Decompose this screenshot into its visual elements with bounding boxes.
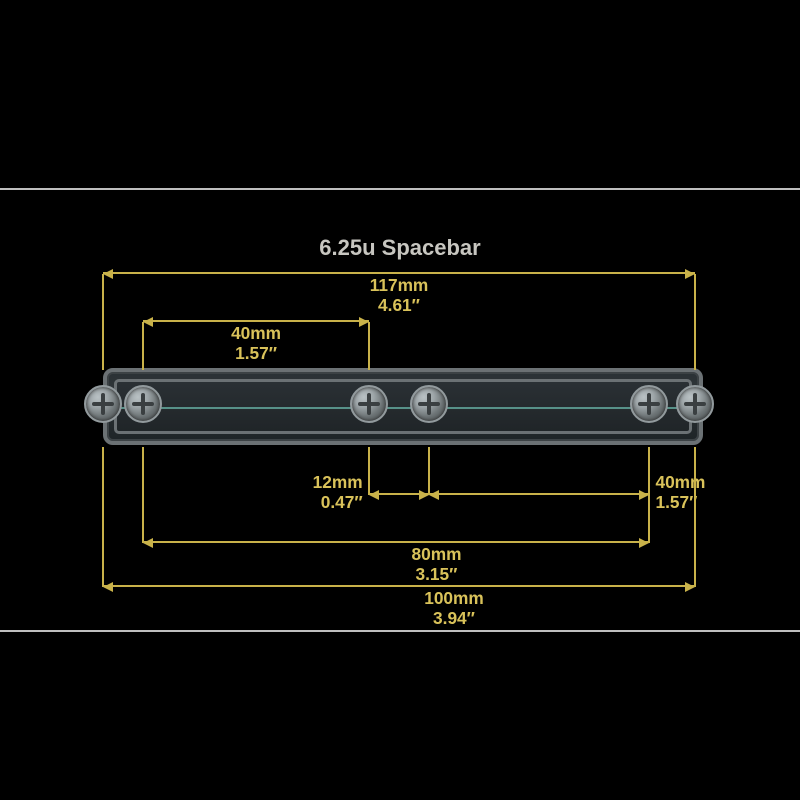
dimension-label-d40top: 40mm1.57″	[231, 324, 281, 364]
dimension-d40bot	[429, 493, 649, 495]
screw-icon	[410, 385, 448, 423]
dimension-label-d80: 80mm3.15″	[411, 545, 461, 585]
dimension-mm: 40mm	[231, 324, 281, 344]
spacebar-midline	[117, 407, 689, 409]
screw-icon	[350, 385, 388, 423]
dimension-in: 3.94″	[424, 609, 484, 629]
dimension-in: 3.15″	[411, 565, 461, 585]
dimension-label-d12: 12mm0.47″	[313, 473, 363, 513]
spacebar-inner	[114, 379, 692, 434]
dimension-in: 0.47″	[313, 493, 363, 513]
screw-icon	[676, 385, 714, 423]
dimension-mm: 40mm	[655, 473, 705, 493]
panel-bottom-border	[0, 630, 800, 632]
dimension-in: 1.57″	[655, 493, 705, 513]
dimension-mm: 80mm	[411, 545, 461, 565]
dimension-d80	[143, 541, 649, 543]
dimension-in: 1.57″	[231, 344, 281, 364]
dimension-d117	[103, 272, 695, 274]
dimension-label-d40bot: 40mm1.57″	[655, 473, 705, 513]
dimension-d40top	[143, 320, 368, 322]
spacebar-body	[103, 368, 703, 445]
screw-icon	[84, 385, 122, 423]
screw-icon	[630, 385, 668, 423]
diagram-title: 6.25u Spacebar	[0, 235, 800, 261]
dimension-d12	[369, 493, 430, 495]
dimension-in: 4.61″	[370, 296, 429, 316]
dimension-mm: 100mm	[424, 589, 484, 609]
dimension-label-d117: 117mm4.61″	[370, 276, 429, 316]
diagram-stage: 6.25u Spacebar 117mm4.61″40mm1.57″12mm0.…	[0, 0, 800, 800]
dimension-label-d100: 100mm3.94″	[424, 589, 484, 629]
panel-top-border	[0, 188, 800, 190]
dimension-mm: 117mm	[370, 276, 429, 296]
dimension-mm: 12mm	[313, 473, 363, 493]
dimension-d100	[103, 585, 695, 587]
screw-icon	[124, 385, 162, 423]
